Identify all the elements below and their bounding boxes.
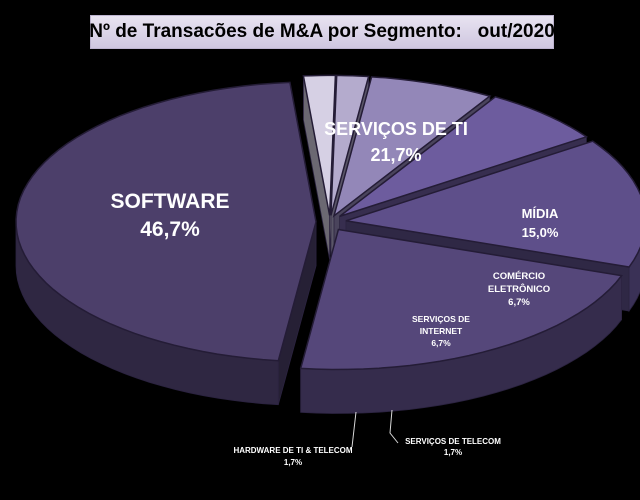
label-midia: MÍDIA 15,0% bbox=[522, 206, 559, 240]
label-comercio-eletronico: COMÉRCIO ELETRÔNICO 6,7% bbox=[488, 271, 550, 308]
label-servicos-telecom: SERVIÇOS DE TELECOM 1,7% bbox=[405, 437, 501, 457]
label-servicos-ti: SERVIÇOS DE TI 21,7% bbox=[324, 119, 468, 165]
leader-hardware bbox=[351, 411, 357, 448]
leader-telecom bbox=[389, 409, 399, 444]
leader-lines bbox=[351, 409, 399, 448]
pie-top bbox=[15, 74, 640, 371]
pie-slice-2 bbox=[345, 140, 640, 268]
label-hardware: HARDWARE DE TI & TELECOM 1,7% bbox=[233, 446, 352, 467]
label-servicos-internet: SERVIÇOS DE INTERNET 6,7% bbox=[412, 314, 470, 348]
pie-slice-1 bbox=[299, 228, 623, 371]
slice-labels: SOFTWARE 46,7% SERVIÇOS DE TI 21,7% MÍDIA 15,… bbox=[111, 119, 560, 467]
pie-slice-4 bbox=[332, 76, 492, 218]
pie-slice-5 bbox=[330, 74, 370, 216]
pie-slice-6 bbox=[302, 74, 337, 216]
chart-title: Nº de Transacões de M&A por Segmento: ou… bbox=[89, 21, 555, 42]
chart-title-box: Nº de Transacões de M&A por Segmento: ou… bbox=[89, 15, 555, 49]
pie-slice-3 bbox=[339, 95, 589, 218]
pie-slice-0 bbox=[15, 81, 317, 362]
label-software: SOFTWARE 46,7% bbox=[111, 190, 230, 241]
